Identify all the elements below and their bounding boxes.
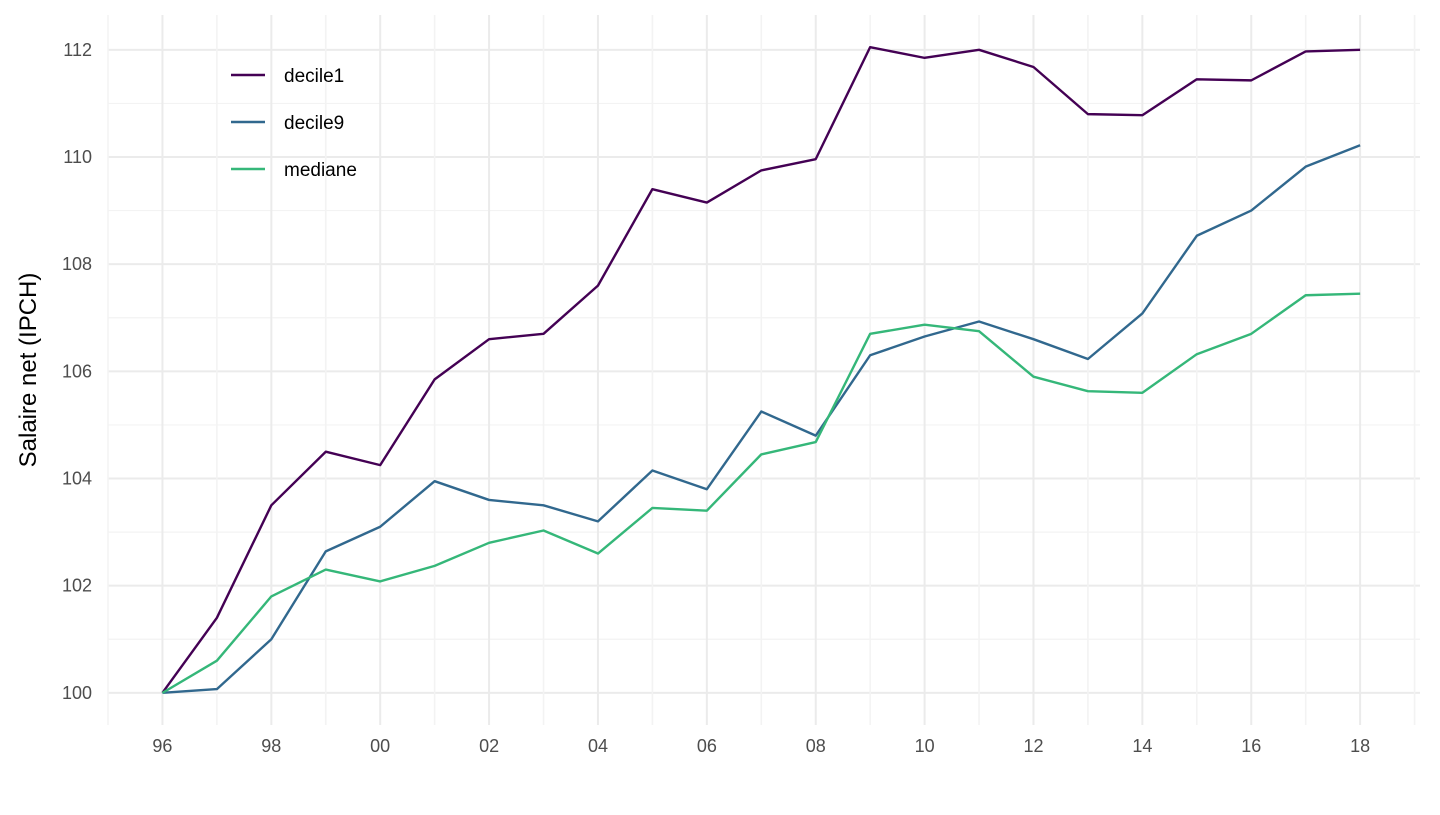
x-tick-label: 04 xyxy=(588,736,608,756)
legend: decile1 decile9 mediane xyxy=(231,66,357,181)
legend-label-decile9: decile9 xyxy=(284,113,344,134)
y-tick-label: 108 xyxy=(62,254,92,274)
y-axis-label: Salaire net (IPCH) xyxy=(15,273,42,468)
y-tick-label: 100 xyxy=(62,683,92,703)
x-tick-label: 18 xyxy=(1350,736,1370,756)
legend-label-mediane: mediane xyxy=(284,160,357,181)
series-line-decile9 xyxy=(162,144,1361,695)
x-tick-label: 14 xyxy=(1132,736,1152,756)
y-tick-label: 112 xyxy=(63,40,92,60)
y-tick-label: 102 xyxy=(62,576,92,596)
grid xyxy=(107,15,1420,725)
legend-label-decile1: decile1 xyxy=(284,66,344,87)
y-tick-label: 110 xyxy=(63,147,92,167)
series-lines xyxy=(161,45,1361,695)
series-line-decile1 xyxy=(161,45,1361,694)
x-tick-label: 98 xyxy=(261,736,281,756)
x-tick-label: 02 xyxy=(479,736,499,756)
x-tick-label: 96 xyxy=(152,736,172,756)
x-tick-label: 12 xyxy=(1023,736,1043,756)
y-tick-label: 104 xyxy=(62,469,92,489)
x-tick-label: 10 xyxy=(915,736,935,756)
x-tick-label: 08 xyxy=(806,736,826,756)
y-axis-ticks: 100 102 104 106 108 110 112 xyxy=(62,40,92,703)
x-tick-label: 06 xyxy=(697,736,717,756)
x-tick-label: 00 xyxy=(370,736,390,756)
series-line-mediane xyxy=(161,292,1361,694)
x-tick-label: 16 xyxy=(1241,736,1261,756)
y-tick-label: 106 xyxy=(62,361,92,381)
x-axis-ticks: 96 98 00 02 04 06 08 10 12 14 16 18 xyxy=(152,736,1370,756)
